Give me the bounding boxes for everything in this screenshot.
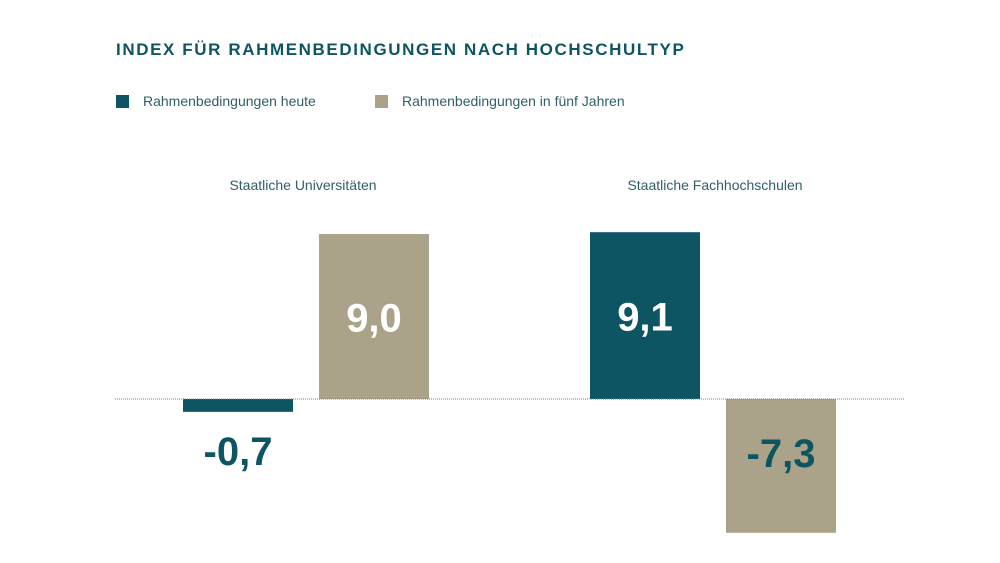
legend-item-fuenf-jahren: Rahmenbedingungen in fünf Jahren (375, 93, 625, 109)
data-label: 9,0 (346, 297, 402, 341)
chart-title: INDEX FÜR RAHMENBEDINGUNGEN NACH HOCHSCH… (116, 40, 686, 59)
data-label: 9,1 (617, 296, 673, 340)
legend-label-fuenf-jahren: Rahmenbedingungen in fünf Jahren (402, 93, 625, 109)
data-label: -0,7 (204, 430, 273, 474)
category-label: Staatliche Universitäten (229, 177, 376, 193)
bar (726, 399, 836, 533)
legend-label-heute: Rahmenbedingungen heute (143, 93, 316, 109)
bar (590, 232, 700, 399)
bar (183, 399, 293, 412)
bar (319, 234, 429, 399)
category-label: Staatliche Fachhochschulen (627, 177, 802, 193)
data-label: -7,3 (747, 432, 816, 476)
legend-item-heute: Rahmenbedingungen heute (116, 93, 316, 109)
legend-swatch-fuenf-jahren (375, 94, 388, 108)
legend-swatch-heute (116, 94, 129, 108)
